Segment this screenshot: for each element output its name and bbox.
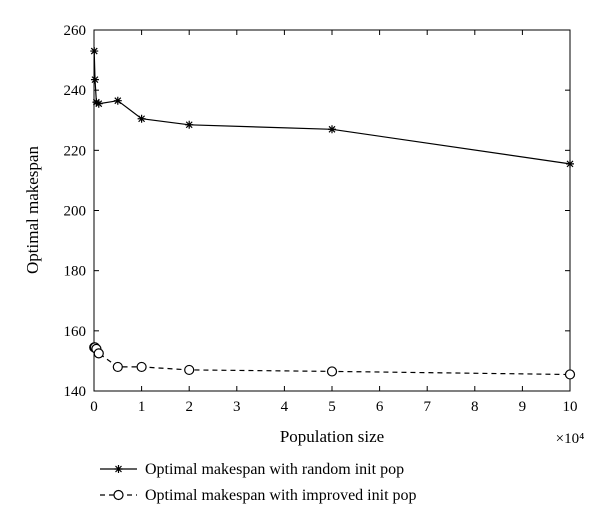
data-point-circle [93,348,104,359]
data-point-star [137,114,146,123]
y-axis-label: Optimal makespan [23,146,42,274]
x-tick-label: 5 [328,399,336,415]
y-tick-label: 160 [64,324,87,340]
y-tick-label: 180 [64,264,87,280]
tick-labels: 0 1 2 3 4 5 6 7 8 9 10 140 160 180 200 220 240 260 [64,23,578,415]
y-tick-label: 220 [64,143,87,159]
plot-area [93,29,571,392]
data-point-star [113,96,122,105]
circle-marker-icon [113,489,124,501]
x-tick-label: 4 [281,399,289,415]
data-point-star [94,99,103,108]
data-point-star [90,47,99,56]
x-tick-label: 7 [423,399,431,415]
x-tick-label: 9 [519,399,527,415]
legend-label-improved: Optimal makespan with improved init pop [145,487,417,504]
legend-item-improved: Optimal makespan with improved init pop [100,487,417,504]
y-tick-label: 260 [64,23,87,39]
x-tick-label: 10 [563,399,578,415]
data-point-star [90,75,99,84]
data-point-circle [136,361,147,373]
legend: Optimal makespan with random init pop Op… [100,461,417,504]
data-point-circle [326,366,338,377]
data-point-circle [112,361,123,373]
data-point-star [92,98,101,107]
data-point-star [566,159,574,168]
series-layer [89,47,576,380]
legend-label-random: Optimal makespan with random init pop [145,461,404,478]
data-point-circle [564,369,576,380]
x-axis-label: Population size [280,427,384,446]
data-point-circle [184,364,195,376]
y-tick-label: 140 [64,384,87,400]
x-tick-label: 2 [185,399,193,415]
legend-item-random: Optimal makespan with random init pop [100,461,404,478]
x-tick-label: 1 [138,399,146,415]
star-marker-icon [114,465,123,473]
x-tick-label: 0 [90,399,98,415]
x-tick-label: 6 [376,399,384,415]
x-axis-multiplier: ×10⁴ [556,431,585,447]
y-tick-label: 240 [64,83,87,99]
x-tick-label: 3 [233,399,241,415]
y-tick-label: 200 [64,204,87,220]
axis-ticks [93,29,571,392]
data-point-star [328,125,336,134]
data-point-star [185,120,194,129]
x-tick-label: 8 [471,399,479,415]
